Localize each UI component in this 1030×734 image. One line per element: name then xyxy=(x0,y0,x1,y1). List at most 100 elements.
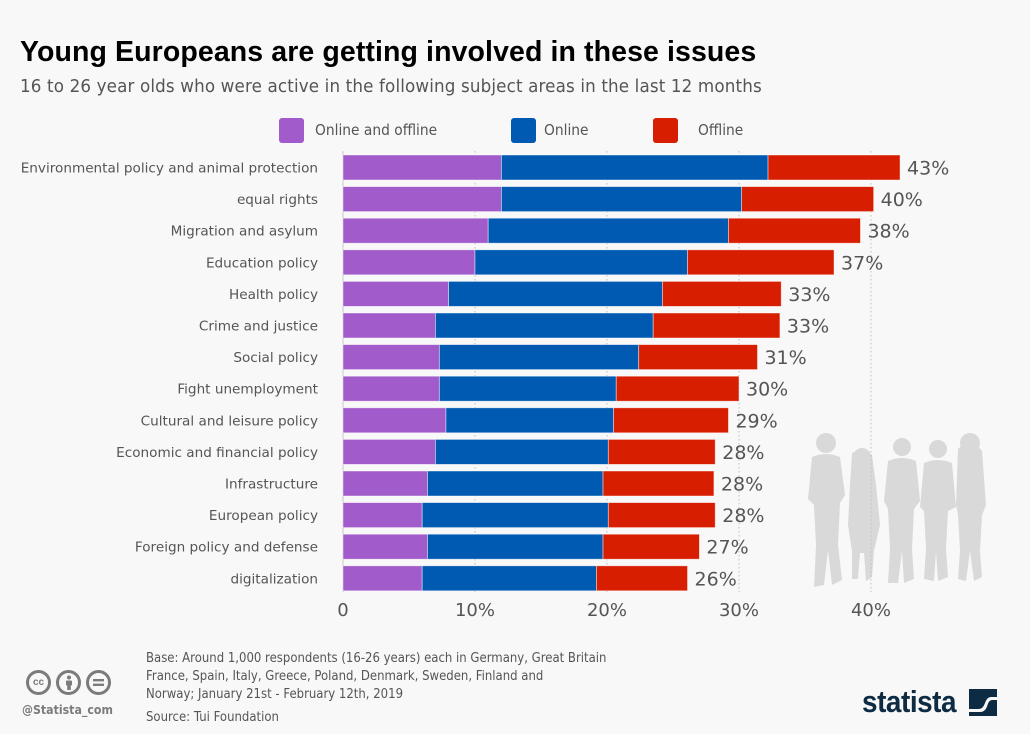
total-value-label: 31% xyxy=(764,347,806,369)
category-label: Fight unemployment xyxy=(177,382,318,398)
no-derivatives-icon xyxy=(86,670,111,695)
category-label: digitalization xyxy=(230,571,318,587)
x-tick-label: 40% xyxy=(851,600,891,621)
chart-subtitle: 16 to 26 year olds who were active in th… xyxy=(20,76,762,97)
bar-segment-offline xyxy=(602,470,715,497)
bar-segment-online-and-offline xyxy=(342,217,489,244)
bar-segment-offline xyxy=(602,533,700,560)
attribution-icon xyxy=(56,670,81,695)
bar-segment-online xyxy=(500,186,743,213)
statista-logo[interactable]: statista xyxy=(862,684,997,720)
bar-segment-online-and-offline xyxy=(342,186,502,213)
category-label: equal rights xyxy=(237,192,318,208)
bar-segment-online xyxy=(427,533,604,560)
bar-segment-online xyxy=(438,344,640,371)
total-value-label: 29% xyxy=(735,410,777,432)
bar-segment-offline xyxy=(652,312,781,339)
bar-segment-online xyxy=(438,375,617,402)
creative-commons-icon: cc xyxy=(26,670,51,695)
legend-swatch-online xyxy=(511,117,536,143)
bar-segment-offline xyxy=(613,407,729,434)
bar-segment-online-and-offline xyxy=(342,565,423,592)
category-label: Infrastructure xyxy=(225,477,318,493)
base-note-line: France, Spain, Italy, Greece, Poland, De… xyxy=(146,669,544,684)
person-glyph-icon xyxy=(65,675,72,690)
bar-segment-online-and-offline xyxy=(342,502,423,529)
bar-segment-offline xyxy=(662,280,782,307)
x-tick-label: 0 xyxy=(337,600,348,621)
bar-segment-online xyxy=(487,217,729,244)
legend-label: Online xyxy=(544,121,589,139)
bar-segment-online xyxy=(500,154,769,181)
bar-segment-online-and-offline xyxy=(342,533,428,560)
bar-segment-online xyxy=(448,280,663,307)
category-label: Environmental policy and animal protecti… xyxy=(21,161,318,177)
category-label: Social policy xyxy=(233,350,318,366)
legend-item-offline: Offline xyxy=(653,117,747,143)
category-label: Migration and asylum xyxy=(171,224,318,240)
legend-swatch-offline xyxy=(653,117,678,143)
bar-segment-online xyxy=(474,249,688,276)
total-value-label: 38% xyxy=(867,221,909,243)
chart-title: Young Europeans are getting involved in … xyxy=(20,36,757,68)
total-value-label: 26% xyxy=(695,568,737,590)
bar-segment-offline xyxy=(638,344,758,371)
total-value-label: 28% xyxy=(721,474,763,496)
bar-segment-online-and-offline xyxy=(342,407,447,434)
bar-segment-online xyxy=(445,407,614,434)
base-note-line: Base: Around 1,000 respondents (16-26 ye… xyxy=(146,651,607,666)
bar-segment-offline xyxy=(607,438,716,465)
category-label: Health policy xyxy=(229,287,318,303)
bar-segment-offline xyxy=(767,154,901,181)
bar-segment-offline xyxy=(687,249,835,276)
legend-label: Offline xyxy=(698,121,744,139)
statista-logo-text: statista xyxy=(862,684,957,719)
category-label: Crime and justice xyxy=(199,319,318,335)
total-value-label: 28% xyxy=(722,442,764,464)
bar-segment-online xyxy=(434,312,654,339)
bar-segment-online-and-offline xyxy=(342,249,476,276)
x-tick-label: 20% xyxy=(587,600,627,621)
x-tick-label: 10% xyxy=(455,600,495,621)
legend-item-online-and-offline: Online and offline xyxy=(279,117,448,143)
x-tick-label: 30% xyxy=(719,600,759,621)
bar-segment-offline xyxy=(596,565,688,592)
bar-segment-online-and-offline xyxy=(342,312,436,339)
cc-icon-label: cc xyxy=(32,677,45,688)
bar-segment-online xyxy=(427,470,604,497)
people-silhouettes-illustration xyxy=(808,433,986,587)
total-value-label: 28% xyxy=(722,505,764,527)
category-label: Economic and financial policy xyxy=(116,445,318,461)
bar-segment-online-and-offline xyxy=(342,470,428,497)
bar-segment-online-and-offline xyxy=(342,154,502,181)
category-label: European policy xyxy=(209,508,318,524)
legend-item-online: Online xyxy=(511,117,592,143)
legend-label: Online and offline xyxy=(315,121,438,139)
bar-segment-online-and-offline xyxy=(342,344,440,371)
legend-swatch-online-and-offline xyxy=(279,117,304,143)
bar-segment-online-and-offline xyxy=(342,280,449,307)
bar-segment-online xyxy=(421,502,609,529)
total-value-label: 40% xyxy=(881,189,923,211)
total-value-label: 33% xyxy=(787,316,829,338)
bar-segment-offline xyxy=(607,502,716,529)
license-icons: cc xyxy=(26,670,111,695)
base-note-line: Norway; January 21st - February 12th, 20… xyxy=(146,687,404,702)
base-note: Base: Around 1,000 respondents (16-26 ye… xyxy=(146,650,632,704)
bar-segment-online-and-offline xyxy=(342,375,440,402)
category-label: Education policy xyxy=(206,255,318,271)
statista-logo-mark-icon xyxy=(968,688,997,716)
bar-segment-online xyxy=(434,438,609,465)
bar-segment-offline xyxy=(728,217,861,244)
total-value-label: 33% xyxy=(788,284,830,306)
total-value-label: 27% xyxy=(706,537,748,559)
bar-segment-offline xyxy=(741,186,875,213)
category-label: Foreign policy and defense xyxy=(135,540,318,556)
total-value-label: 37% xyxy=(841,252,883,274)
statista-handle: @Statista_com xyxy=(22,702,113,717)
total-value-label: 30% xyxy=(746,379,788,401)
source-note: Source: Tui Foundation xyxy=(146,710,279,725)
total-value-label: 43% xyxy=(907,158,949,180)
bar-segment-offline xyxy=(615,375,740,402)
